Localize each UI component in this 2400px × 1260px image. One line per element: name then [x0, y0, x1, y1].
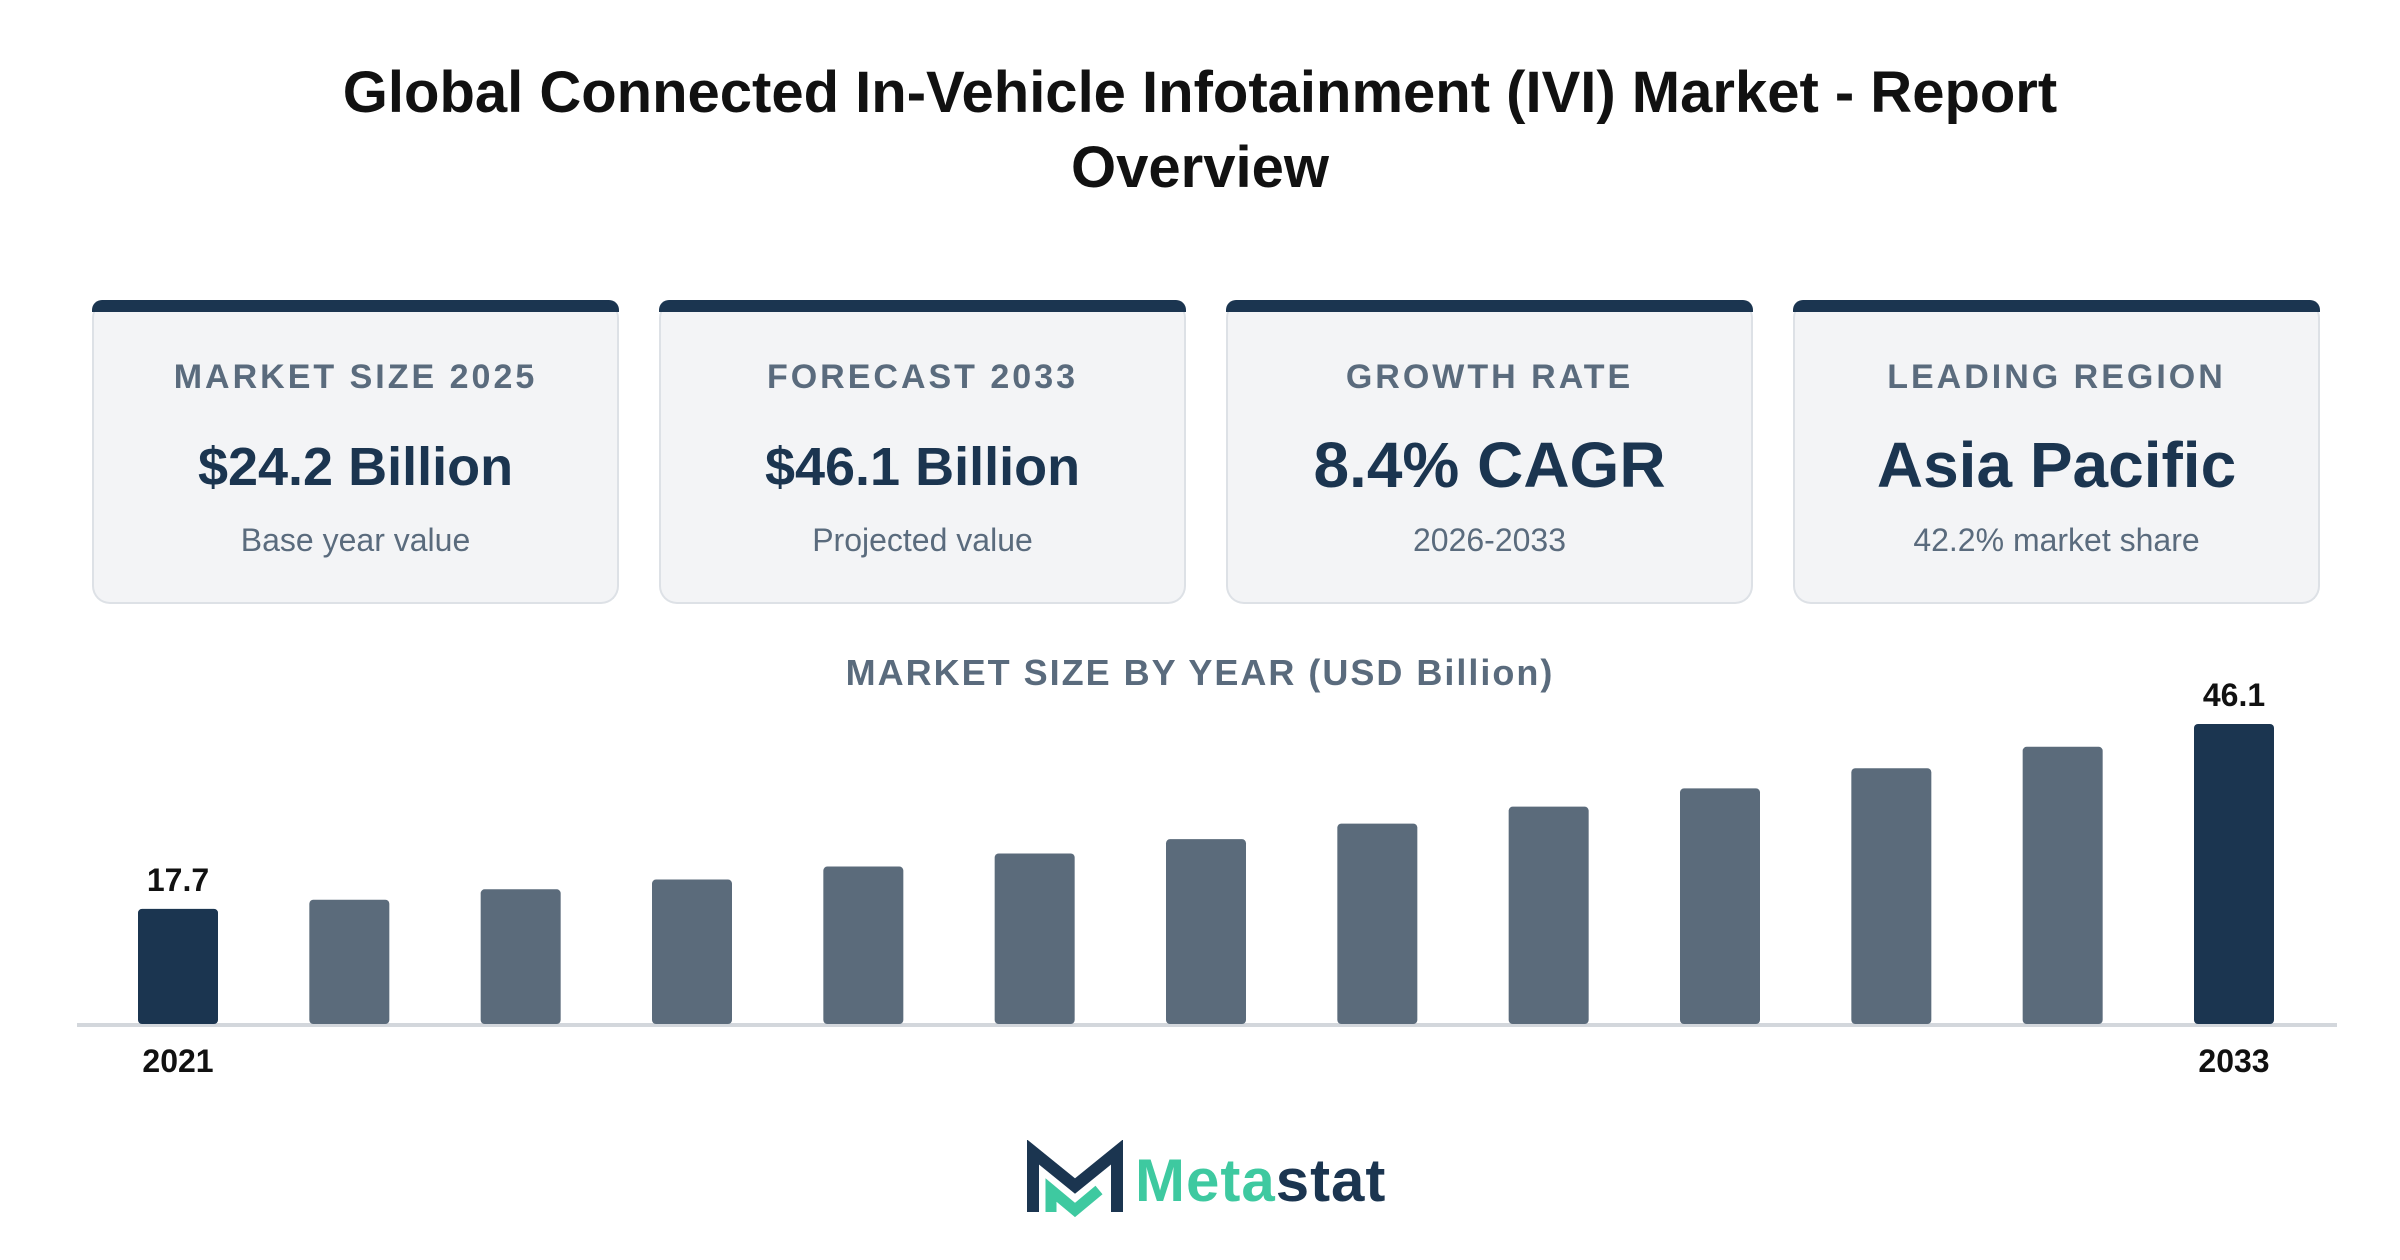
card-label: GROWTH RATE	[1345, 358, 1634, 396]
card-value: Asia Pacific	[1876, 429, 2237, 501]
data-label-2033: 46.1	[2203, 677, 2265, 713]
bar-2031	[1851, 768, 1932, 1024]
card-forecast: FORECAST 2033 $46.1 Billion Projected va…	[659, 300, 1186, 604]
bar-2025	[823, 866, 904, 1024]
card-subtitle: Projected value	[812, 522, 1033, 558]
x-tick-label-2021: 2021	[142, 1043, 213, 1079]
bar-2029	[1508, 806, 1589, 1024]
metastat-logo: Metastat	[1025, 1140, 1395, 1220]
card-leading-region: LEADING REGION Asia Pacific 42.2% market…	[1793, 300, 2320, 604]
bar-2032	[2022, 746, 2103, 1024]
card-label: MARKET SIZE 2025	[173, 358, 538, 396]
bar-2024	[652, 879, 732, 1024]
logo-text-stat: stat	[1275, 1147, 1387, 1214]
bar-chart: 17.7 2021 46.1 2033	[77, 677, 2337, 1079]
logo-text-meta: Meta	[1135, 1147, 1276, 1214]
bar-2030	[1680, 788, 1760, 1024]
page-title: Global Connected In-Vehicle Infotainment…	[342, 60, 2058, 200]
card-accent-bar	[1226, 300, 1753, 312]
summary-cards: MARKET SIZE 2025 $24.2 Billion Base year…	[92, 300, 2322, 604]
x-tick-label-2033: 2033	[2198, 1043, 2269, 1079]
card-subtitle: 42.2% market share	[1913, 522, 2200, 558]
card-accent-bar	[659, 300, 1186, 312]
card-value: 8.4% CAGR	[1313, 429, 1666, 501]
card-value: $24.2 Billion	[197, 437, 514, 497]
card-label: LEADING REGION	[1887, 358, 2226, 396]
bar-2023	[480, 889, 561, 1024]
logo-wordmark: Metastat	[1135, 1146, 1386, 1216]
card-market-size: MARKET SIZE 2025 $24.2 Billion Base year…	[92, 300, 619, 604]
bar-2021	[138, 908, 218, 1024]
chart-title: MARKET SIZE BY YEAR (USD Billion)	[845, 652, 1555, 693]
card-label: FORECAST 2033	[766, 358, 1079, 396]
bar-2026	[994, 853, 1075, 1024]
card-subtitle: 2026-2033	[1412, 522, 1567, 558]
bar-2022	[309, 899, 390, 1024]
card-growth-rate: GROWTH RATE 8.4% CAGR 2026-2033	[1226, 300, 1753, 604]
bar-2033	[2194, 724, 2274, 1024]
bar-2027	[1166, 839, 1246, 1024]
data-label-2021: 17.7	[147, 862, 209, 898]
bar-2028	[1337, 823, 1418, 1024]
card-accent-bar	[92, 300, 619, 312]
card-accent-bar	[1793, 300, 2320, 312]
card-subtitle: Base year value	[240, 522, 471, 558]
card-value: $46.1 Billion	[764, 437, 1081, 497]
metastat-logo-icon	[1027, 1140, 1123, 1218]
